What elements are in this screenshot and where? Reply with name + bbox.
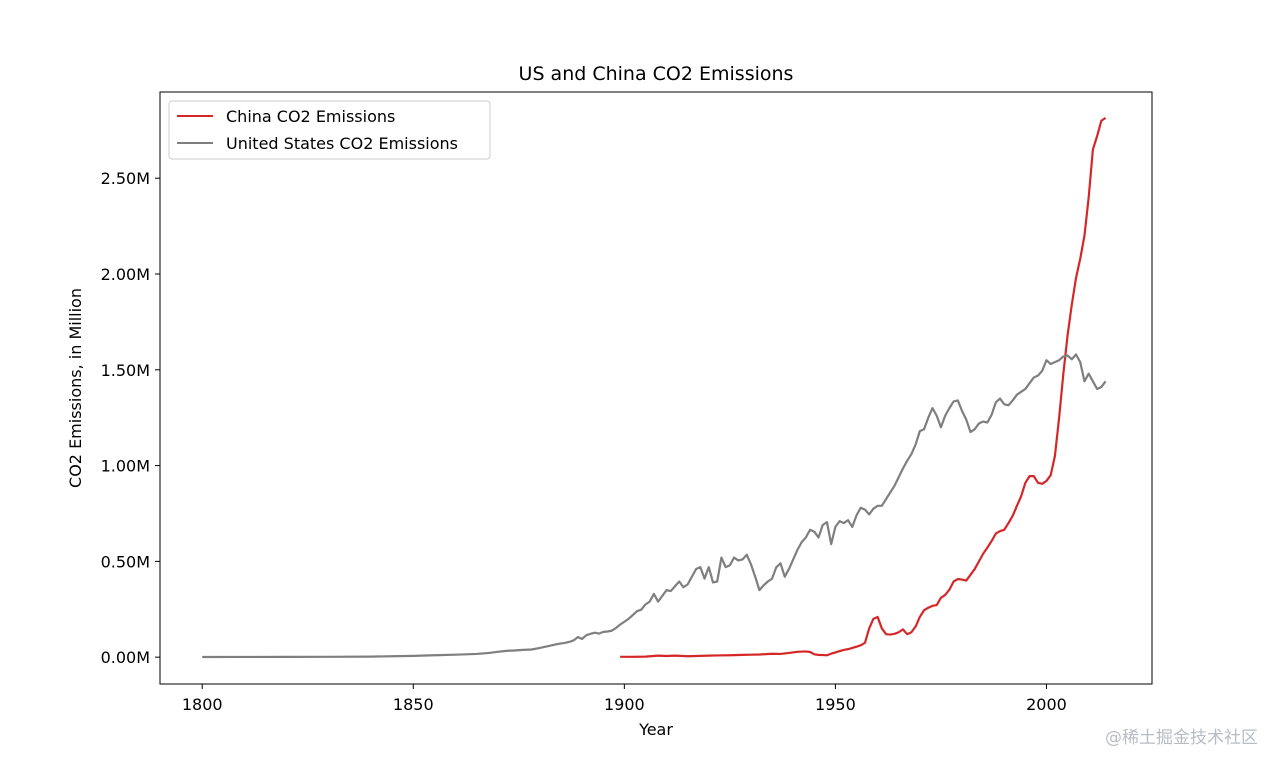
x-tick-label: 1800 xyxy=(182,695,223,714)
y-axis-label: CO2 Emissions, in Million xyxy=(66,288,85,488)
x-axis-label: Year xyxy=(638,720,673,739)
x-tick-label: 2000 xyxy=(1026,695,1067,714)
y-tick-label: 2.00M xyxy=(101,265,150,284)
y-tick-label: 0.50M xyxy=(101,552,150,571)
legend-label-united-states: United States CO2 Emissions xyxy=(226,134,458,153)
y-tick-label: 0.00M xyxy=(101,648,150,667)
x-tick-label: 1950 xyxy=(815,695,856,714)
y-tick-label: 1.00M xyxy=(101,457,150,476)
axis-ticks: 1800 1850 1900 1950 2000 0.00M 0.50M 1.00M 1.50M… xyxy=(101,169,1067,714)
series-line-china xyxy=(620,116,1107,658)
series-layer xyxy=(202,116,1107,659)
legend-label-china: China CO2 Emissions xyxy=(226,107,395,126)
legend: China CO2 Emissions United States CO2 Em… xyxy=(168,100,491,160)
legend-box xyxy=(168,100,491,160)
chart-title: US and China CO2 Emissions xyxy=(519,63,794,85)
series-line-united-states xyxy=(202,353,1107,659)
x-tick-label: 1900 xyxy=(604,695,645,714)
watermark: @稀土掘金技术社区 xyxy=(1105,728,1258,748)
x-tick-label: 1850 xyxy=(393,695,434,714)
y-tick-label: 1.50M xyxy=(101,361,150,380)
y-tick-label: 2.50M xyxy=(101,169,150,188)
plot-frame xyxy=(159,91,1153,685)
